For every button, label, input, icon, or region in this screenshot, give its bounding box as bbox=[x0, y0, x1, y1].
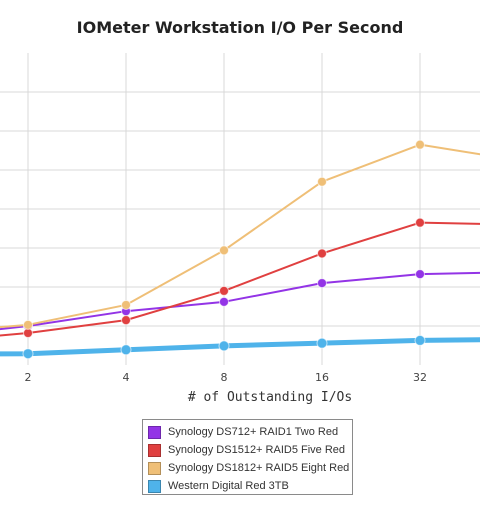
x-tick-label: 32 bbox=[413, 371, 427, 384]
data-point bbox=[23, 319, 33, 330]
data-point bbox=[414, 334, 426, 346]
x-tick-label: 8 bbox=[221, 371, 228, 384]
legend-label: Western Digital Red 3TB bbox=[168, 480, 289, 492]
legend-label: Synology DS712+ RAID1 Two Red bbox=[168, 426, 339, 438]
data-point bbox=[218, 340, 230, 352]
data-point bbox=[415, 217, 425, 228]
data-point bbox=[316, 337, 328, 349]
chart-title: IOMeter Workstation I/O Per Second bbox=[76, 18, 404, 37]
data-point bbox=[120, 344, 132, 356]
series-line bbox=[0, 221, 480, 337]
legend-label: Synology DS1512+ RAID5 Five Red bbox=[168, 444, 346, 456]
data-point bbox=[219, 245, 229, 256]
series-2 bbox=[0, 139, 480, 330]
grid bbox=[0, 53, 480, 365]
legend-swatch bbox=[148, 479, 161, 493]
legend: Synology DS712+ RAID1 Two Red Synology D… bbox=[142, 419, 353, 495]
data-point bbox=[415, 269, 425, 280]
series-lines bbox=[0, 139, 480, 360]
legend-swatch bbox=[148, 461, 161, 475]
legend-swatch bbox=[148, 425, 161, 439]
data-point bbox=[219, 285, 229, 296]
data-point bbox=[317, 176, 327, 187]
legend-swatch bbox=[148, 443, 161, 457]
series-1 bbox=[0, 217, 480, 339]
data-point bbox=[317, 248, 327, 259]
data-point bbox=[121, 315, 131, 326]
series-3 bbox=[0, 334, 480, 360]
data-point bbox=[317, 278, 327, 289]
x-axis-label: # of Outstanding I/Os bbox=[187, 390, 353, 405]
data-point bbox=[23, 328, 33, 339]
legend-item-ds712: Synology DS712+ RAID1 Two Red bbox=[143, 423, 352, 441]
data-point bbox=[121, 299, 131, 310]
x-tick-label: 4 bbox=[123, 371, 130, 384]
x-tick-label: 2 bbox=[25, 371, 32, 384]
series-line bbox=[0, 143, 480, 329]
series-line bbox=[0, 337, 480, 357]
legend-label: Synology DS1812+ RAID5 Eight Red bbox=[168, 462, 350, 474]
legend-item-ds1512: Synology DS1512+ RAID5 Five Red bbox=[143, 441, 352, 459]
data-point bbox=[219, 296, 229, 307]
x-tick-label: 16 bbox=[315, 371, 329, 384]
legend-item-ds1812: Synology DS1812+ RAID5 Eight Red bbox=[143, 459, 352, 477]
data-point bbox=[22, 348, 34, 360]
data-point bbox=[415, 139, 425, 150]
x-tick-labels: 2 4 8 16 32 bbox=[25, 371, 428, 384]
legend-item-wd-red: Western Digital Red 3TB bbox=[143, 477, 352, 495]
